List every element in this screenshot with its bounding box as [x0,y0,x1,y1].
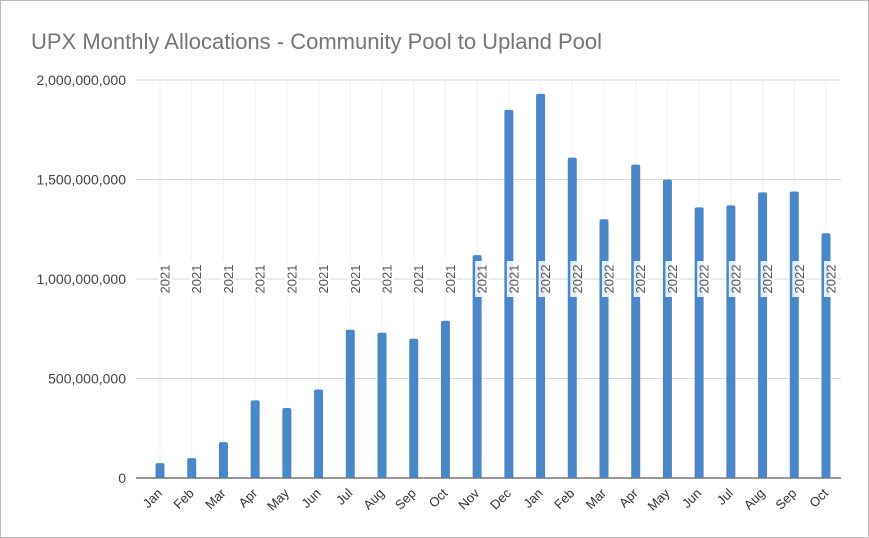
bar [377,332,387,478]
bar [282,407,292,478]
x-tick-label: Dec [487,485,514,512]
year-label-text: 2021 [380,265,395,294]
bar [155,463,165,478]
year-label: 2022 [570,261,585,297]
year-labels: 2021 2021 2021 2021 2021 2021 2021 2021 2021 2021… [158,261,839,297]
y-tick-label: 2,000,000,000 [36,72,126,88]
year-label: 2021 [348,261,363,297]
x-tick-label: Jun [298,486,323,511]
year-label: 2022 [792,261,807,297]
bar [694,207,704,479]
bar [726,205,736,478]
chart-title: UPX Monthly Allocations - Community Pool… [31,29,603,54]
year-label-text: 2022 [697,265,712,294]
bars [155,93,831,479]
x-tick-label: Oct [426,485,451,510]
y-tick-label: 1,000,000,000 [36,271,126,287]
year-label: 2021 [380,261,395,297]
year-label-text: 2021 [284,265,299,294]
x-tick-label: Apr [616,485,641,510]
bar [789,191,799,478]
bar [218,442,228,478]
x-tick-label: Aug [360,486,387,513]
year-label-text: 2022 [760,265,775,294]
bar [345,329,355,478]
year-label-text: 2022 [602,265,617,294]
bar [599,219,609,479]
x-axis-ticks: Jan Feb Mar Apr May Jun Jul Aug Sep Oct Nov Dec Jan F… [140,485,832,513]
year-label-text: 2022 [538,265,553,294]
bar [314,389,324,478]
x-tick-label: May [264,485,292,513]
year-label-text: 2021 [443,265,458,294]
bar [662,179,672,478]
x-tick-label: Sep [392,486,419,513]
x-tick-label: Feb [170,486,196,512]
year-label-text: 2021 [348,265,363,294]
bar [758,192,768,478]
bar [472,255,482,478]
x-tick-label: Sep [772,486,799,513]
x-tick-label: Jan [520,486,545,511]
bar [440,320,450,478]
year-label: 2021 [316,261,331,297]
year-label-text: 2022 [570,265,585,294]
x-tick-label: Mar [202,485,229,512]
y-tick-label: 1,500,000,000 [36,172,126,188]
year-label-text: 2021 [411,265,426,294]
year-label: 2021 [284,261,299,297]
year-label: 2021 [189,261,204,297]
x-tick-label: Jan [140,486,165,511]
year-label: 2022 [728,261,743,297]
x-tick-label: Mar [583,485,610,512]
year-label: 2021 [158,261,173,297]
year-label: 2022 [824,261,839,297]
bar [567,157,577,479]
year-label-text: 2021 [475,265,490,294]
year-label-text: 2022 [665,265,680,294]
y-tick-label: 500,000,000 [48,371,126,387]
year-label-text: 2021 [221,265,236,294]
year-label: 2022 [760,261,775,297]
year-label-text: 2021 [506,265,521,294]
year-label-text: 2021 [189,265,204,294]
year-label: 2022 [538,261,553,297]
year-label: 2021 [253,261,268,297]
bar [631,164,641,478]
year-label: 2021 [506,261,521,297]
bar [187,458,197,478]
year-label: 2021 [443,261,458,297]
year-label-text: 2022 [728,265,743,294]
year-label-text: 2021 [253,265,268,294]
x-tick-label: Jun [679,486,704,511]
x-tick-label: May [645,485,673,513]
year-label-text: 2021 [158,265,173,294]
bar [409,338,419,478]
year-label-text: 2021 [316,265,331,294]
year-label: 2022 [665,261,680,297]
x-tick-label: Feb [551,486,577,512]
year-label: 2021 [475,261,490,297]
bar [250,400,260,478]
year-label-text: 2022 [824,265,839,294]
year-label: 2022 [697,261,712,297]
year-label: 2021 [411,261,426,297]
year-label-text: 2022 [792,265,807,294]
x-tick-label: Jul [333,485,355,507]
year-label: 2021 [221,261,236,297]
x-tick-label: Aug [741,486,768,513]
year-label: 2022 [602,261,617,297]
x-tick-label: Oct [806,485,831,510]
y-axis-ticks: 0 500,000,000 1,000,000,000 1,500,000,000 2,… [36,72,126,486]
year-label-text: 2022 [633,265,648,294]
x-tick-label: Jul [714,485,736,507]
year-label: 2022 [633,261,648,297]
x-tick-label: Nov [455,485,482,512]
x-tick-label: Apr [235,485,260,510]
y-tick-label: 0 [118,470,126,486]
